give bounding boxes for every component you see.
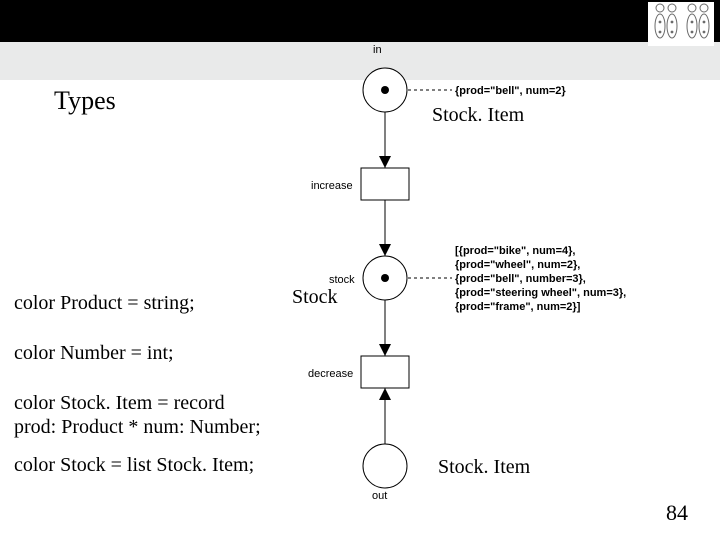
slide-number: 84 (666, 500, 688, 526)
corner-decorative-icon (0, 0, 720, 540)
